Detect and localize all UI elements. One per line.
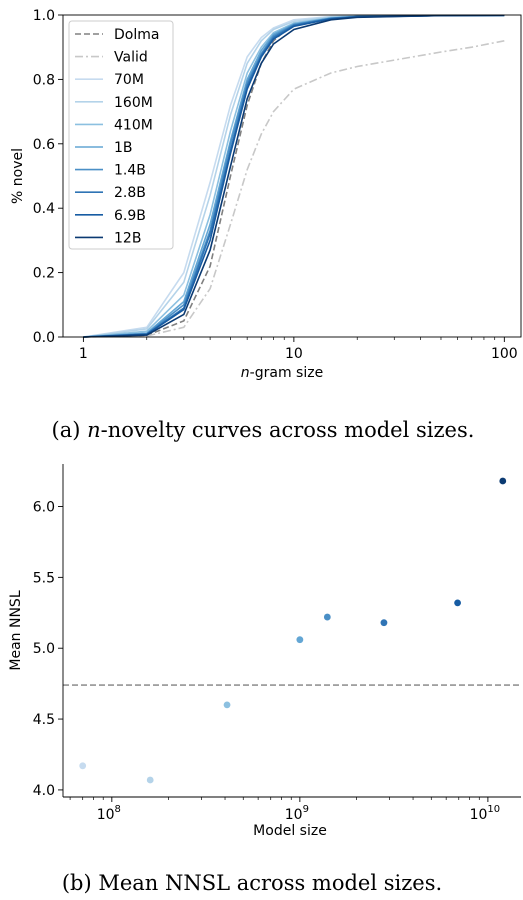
scatter-point — [296, 636, 304, 644]
x-tick-label: 100 — [491, 346, 518, 362]
y-tick-label: 5.0 — [33, 641, 55, 657]
x-tick-label: 109 — [285, 804, 309, 823]
legend-label: 160M — [114, 95, 153, 111]
y-tick-label: 5.5 — [33, 570, 55, 586]
legend-label: Dolma — [114, 27, 159, 43]
y-axis-label: Mean NNSL — [8, 590, 24, 670]
scatter-point — [146, 776, 154, 784]
x-tick-label: 1 — [79, 346, 88, 362]
scatter-point — [223, 701, 231, 709]
scatter-point — [499, 477, 507, 485]
legend-label: Valid — [114, 50, 148, 66]
scatter-point — [380, 619, 388, 627]
novelty-chart: 1 10 100 0.0 0.2 0.4 0.6 0.8 1.0 n-gram size % nov… — [10, 8, 522, 381]
y-tick-label: 0.0 — [33, 330, 55, 346]
legend-label: 1B — [114, 140, 133, 156]
legend-label: 12B — [114, 230, 141, 246]
legend-label: 410M — [114, 117, 153, 133]
caption-b: (b) Mean NNSL across model sizes. — [62, 871, 442, 895]
legend-label: 2.8B — [114, 185, 146, 201]
scatter-point — [79, 762, 87, 770]
caption-a: (a) n-novelty curves across model sizes. — [52, 418, 475, 442]
legend-label: 6.9B — [114, 208, 146, 224]
y-tick-label: 0.8 — [33, 72, 55, 88]
y-axis-label: % novel — [10, 148, 26, 204]
series-line-valid — [83, 40, 505, 338]
x-tick-label: 1010 — [470, 804, 501, 823]
legend-label: 1.4B — [114, 163, 146, 179]
legend-label: 70M — [114, 72, 144, 88]
legend: Dolma Valid 70M 160M 410M 1B 1.4B 2.8B 6.9B 12B — [68, 20, 174, 250]
y-tick-label: 4.0 — [33, 783, 55, 799]
scatter-point — [454, 599, 461, 607]
y-tick-label: 1.0 — [33, 8, 55, 24]
x-tick-label: 108 — [97, 804, 121, 823]
y-tick-label: 0.6 — [33, 137, 55, 153]
x-axis-label: Model size — [253, 823, 327, 839]
series-line-12b — [83, 14, 505, 338]
y-tick-label: 0.2 — [33, 266, 55, 282]
x-tick-label: 10 — [285, 346, 303, 362]
y-tick-label: 4.5 — [33, 712, 55, 728]
y-tick-label: 6.0 — [33, 500, 55, 516]
scatter-point — [323, 613, 331, 621]
nnsl-chart: 108 109 1010 4.0 4.5 5.0 5.5 6.0 Model size Mean … — [8, 464, 521, 839]
x-axis-label: n-gram size — [241, 365, 323, 381]
plot-frame — [62, 14, 522, 338]
y-tick-label: 0.4 — [33, 201, 55, 217]
